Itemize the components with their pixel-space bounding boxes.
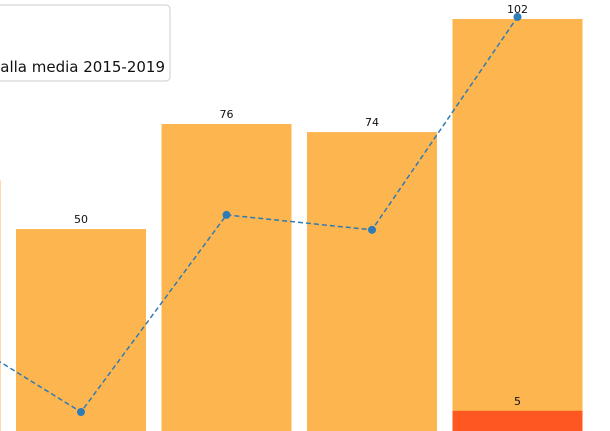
bar [0, 180, 1, 431]
value-label: 50 [74, 213, 88, 226]
value-label: 5 [514, 395, 521, 408]
value-label: 76 [220, 108, 234, 121]
point [513, 12, 522, 21]
bar [452, 410, 583, 431]
point [77, 408, 85, 417]
bar [16, 229, 146, 431]
bar [161, 124, 292, 431]
value-label: 74 [365, 116, 379, 129]
point [222, 210, 231, 219]
bar [452, 18, 583, 431]
point [368, 225, 376, 234]
value-label: 102 [507, 3, 528, 16]
bar [307, 132, 437, 431]
legend-label: alla media 2015-2019 [0, 58, 165, 76]
legend-box [0, 4, 171, 82]
